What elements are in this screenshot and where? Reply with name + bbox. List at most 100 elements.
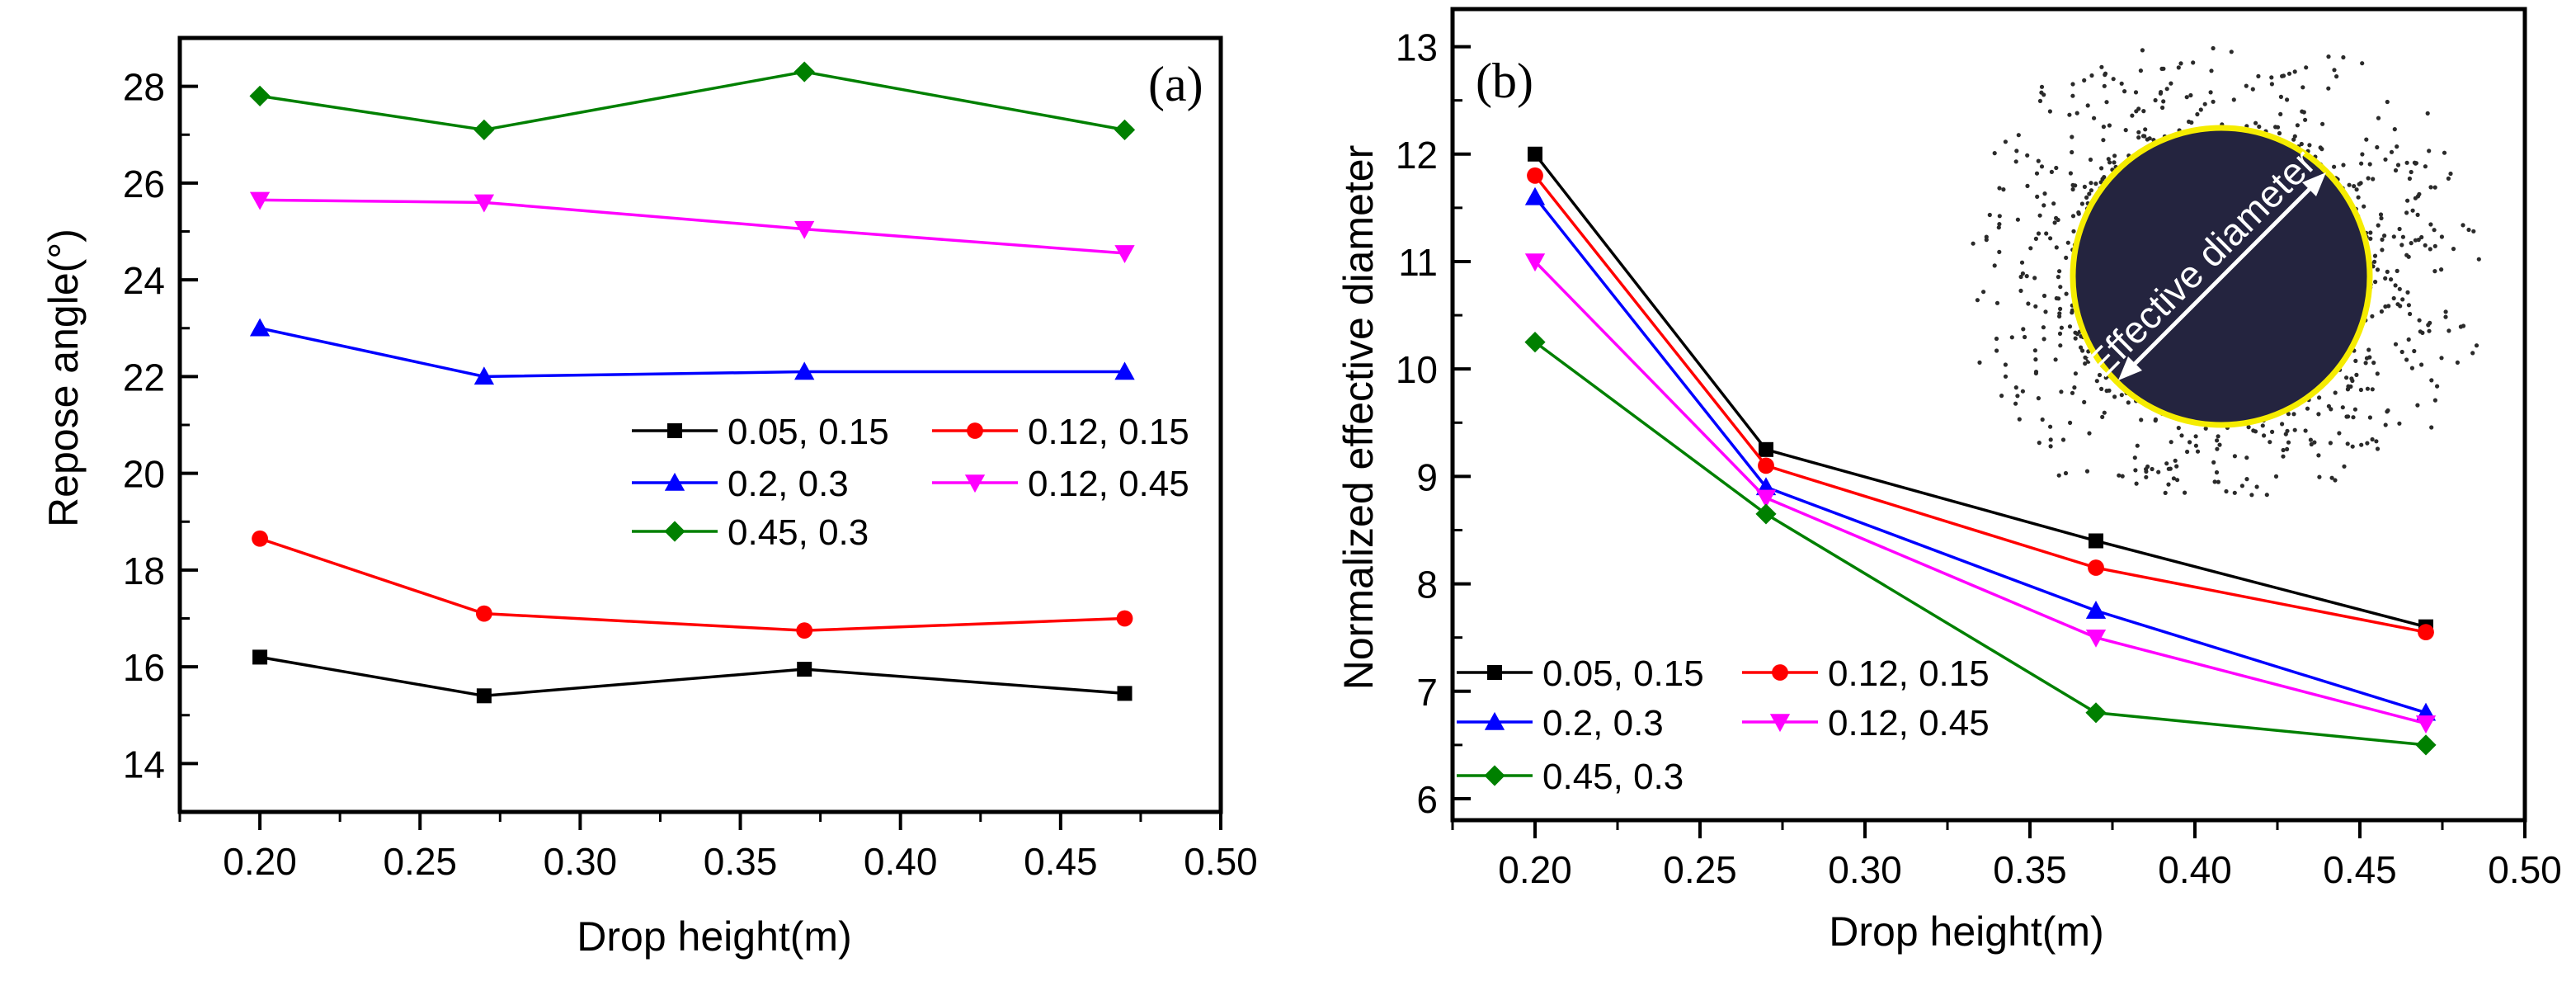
data-point xyxy=(1116,610,1133,627)
particle-dot xyxy=(2419,234,2424,240)
particle-dot xyxy=(2341,54,2346,60)
particle-dot xyxy=(2072,385,2077,390)
series-line xyxy=(260,198,1125,255)
particle-dot xyxy=(2216,434,2220,439)
particle-dot xyxy=(2003,362,2008,367)
particle-dot xyxy=(2285,97,2290,102)
data-point xyxy=(252,530,268,547)
particle-dot xyxy=(2099,64,2104,69)
particle-dot xyxy=(2415,194,2421,199)
y-tick-label: 12 xyxy=(1396,134,1438,177)
particle-dot xyxy=(2280,73,2285,78)
data-point xyxy=(2415,715,2437,734)
particle-dot xyxy=(2058,343,2063,348)
particle-dot xyxy=(2084,195,2089,200)
particle-dot xyxy=(2362,204,2366,209)
particle-dot xyxy=(2406,337,2411,342)
particle-dot xyxy=(2021,327,2026,332)
particle-dot xyxy=(2382,234,2387,238)
particle-dot xyxy=(2158,91,2163,96)
particle-dot xyxy=(2082,184,2087,189)
particle-dot xyxy=(2084,469,2090,474)
particle-dot xyxy=(2123,128,2128,133)
y-tick-label: 10 xyxy=(1396,348,1438,391)
particle-dot xyxy=(2142,134,2147,139)
particle-dot xyxy=(2179,433,2184,438)
particle-dot xyxy=(2385,269,2390,274)
particle-dot xyxy=(2229,50,2234,54)
particle-dot xyxy=(2316,412,2321,417)
particle-dot xyxy=(2392,127,2397,132)
particle-dot xyxy=(2037,441,2041,446)
particle-dot xyxy=(2432,398,2437,403)
series-line xyxy=(1533,260,2427,725)
particle-dot xyxy=(2275,125,2281,130)
particle-dot xyxy=(2133,90,2139,95)
particle-dot xyxy=(2079,201,2084,206)
particle-dot xyxy=(2020,389,2025,394)
particle-dot xyxy=(2023,334,2027,340)
particle-dot xyxy=(2024,274,2029,279)
particle-dot xyxy=(2286,412,2291,417)
particle-dot xyxy=(2068,420,2073,425)
particle-dot xyxy=(2139,418,2144,422)
y-ticks-b: 6 7 8 9 10 11 12 13 xyxy=(1396,26,1471,821)
particle-dot xyxy=(2439,356,2444,361)
particle-dot xyxy=(2193,443,2198,448)
particle-dot xyxy=(2256,73,2261,78)
particle-dot xyxy=(2033,236,2038,241)
particle-dot xyxy=(2080,348,2085,353)
particle-dot xyxy=(2309,441,2314,447)
series-line xyxy=(259,655,1125,698)
particle-dot xyxy=(2332,68,2337,73)
particle-dot xyxy=(2423,164,2428,169)
data-point xyxy=(2418,624,2434,641)
particle-dot xyxy=(2001,187,2006,192)
particle-dot xyxy=(2215,438,2220,443)
particle-dot xyxy=(2132,455,2137,460)
particle-dot xyxy=(2443,314,2448,319)
data-point xyxy=(2089,533,2103,549)
particle-dot xyxy=(2089,73,2094,78)
particle-dot xyxy=(2429,378,2434,383)
particle-dot xyxy=(1997,214,2002,219)
particle-dot xyxy=(2395,163,2401,168)
particle-dot xyxy=(2418,329,2423,334)
particle-dot xyxy=(2363,361,2368,366)
particle-dot xyxy=(2329,407,2333,412)
particle-dot xyxy=(2427,149,2432,153)
particle-dot xyxy=(2070,93,2075,98)
particle-dot xyxy=(2136,130,2141,134)
particle-dot xyxy=(2068,171,2073,176)
particle-dot xyxy=(2442,150,2447,155)
data-point xyxy=(1758,457,1774,474)
legend-marker xyxy=(664,472,685,491)
particle-dot xyxy=(2107,160,2112,165)
particle-dot xyxy=(2446,176,2451,181)
particle-dot xyxy=(2088,157,2093,163)
particle-dot xyxy=(2360,152,2365,157)
data-point xyxy=(473,119,495,140)
data-point xyxy=(473,366,495,385)
series-line xyxy=(259,537,1125,632)
particle-dot xyxy=(2191,60,2196,65)
particle-dot xyxy=(2076,211,2081,216)
particle-dot xyxy=(2211,99,2216,104)
particle-dot xyxy=(2144,469,2149,474)
particle-dot xyxy=(2117,473,2122,478)
particle-dot xyxy=(2009,335,2014,340)
particle-dot xyxy=(2368,230,2373,235)
particle-dot xyxy=(2043,309,2048,314)
particle-dot xyxy=(2352,184,2357,189)
particle-dot xyxy=(2365,386,2370,391)
particle-dot xyxy=(2379,215,2384,221)
particle-dot xyxy=(2340,405,2345,410)
particle-dot xyxy=(2018,274,2023,280)
particle-dot xyxy=(2395,144,2399,149)
particle-dot xyxy=(2410,208,2415,213)
particle-dot xyxy=(2044,231,2049,236)
particle-dot xyxy=(2048,437,2053,442)
particle-dot xyxy=(2408,311,2413,317)
particle-dot xyxy=(2250,87,2255,92)
particle-dot xyxy=(2101,125,2106,130)
